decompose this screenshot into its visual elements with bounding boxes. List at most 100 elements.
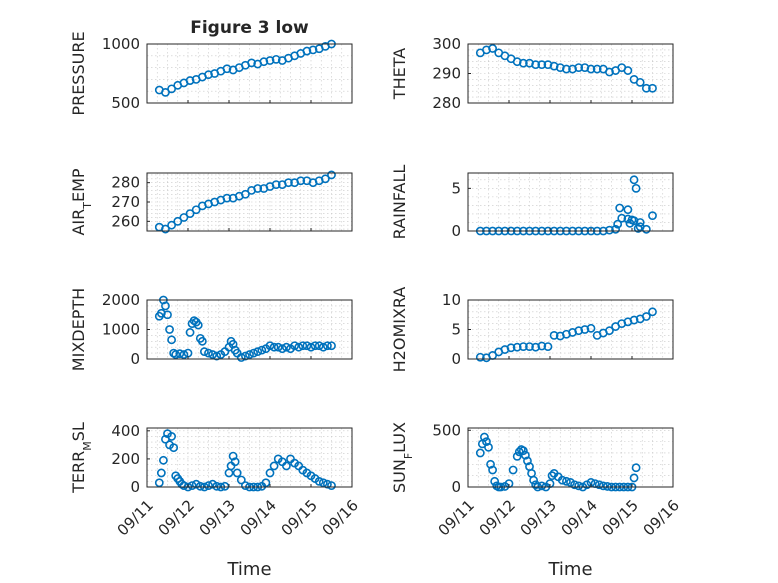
axes-frame — [146, 427, 353, 488]
data-point — [185, 328, 195, 337]
y-tick-label: 0 — [451, 350, 461, 368]
data-point — [531, 60, 541, 70]
chart-title: Figure 3 low — [190, 18, 309, 38]
x-tick-label: 09/15 — [278, 496, 321, 539]
y-tick-label: 500 — [432, 421, 461, 439]
data-point — [169, 443, 179, 453]
y-tick-label: 0 — [451, 478, 461, 496]
data-point — [531, 480, 541, 490]
data-point — [562, 64, 571, 74]
data-point — [629, 175, 639, 185]
data-point — [212, 481, 222, 491]
y-axis-label: TERRMSL — [69, 422, 94, 494]
x-tick-label: 09/12 — [476, 496, 519, 539]
data-point — [648, 83, 657, 93]
data-point — [277, 344, 287, 354]
data-point — [318, 478, 328, 488]
data-point — [257, 345, 267, 355]
data-point — [543, 342, 553, 352]
data-point — [314, 341, 324, 351]
data-point — [245, 350, 254, 359]
data-point — [167, 335, 176, 345]
data-point — [179, 350, 189, 359]
y-tick-label: 280 — [111, 174, 140, 192]
data-point — [302, 46, 312, 56]
data-point — [322, 341, 332, 351]
data-point — [179, 213, 189, 222]
x-tick-label: 09/14 — [237, 496, 280, 539]
data-point — [586, 323, 596, 333]
data-point — [290, 341, 299, 351]
data-point — [169, 348, 179, 358]
data-point — [175, 349, 185, 359]
y-tick-label: 200 — [111, 450, 140, 468]
data-point — [641, 83, 651, 93]
data-point — [648, 307, 657, 317]
data-point — [232, 468, 242, 478]
data-point — [230, 457, 240, 467]
data-point — [222, 64, 232, 74]
data-point — [204, 348, 213, 358]
y-axis-label: SUNFLUX — [390, 422, 415, 493]
y-tick-label: 0 — [451, 222, 461, 240]
x-tick-label: 09/13 — [196, 496, 239, 539]
data-point — [562, 476, 571, 486]
subplot-rainfall: 0 5 RAINFALL — [390, 165, 674, 240]
y-tick-label: 260 — [111, 212, 140, 230]
data-point — [204, 481, 213, 490]
x-tick-label: 09/15 — [599, 496, 642, 539]
x-axis-label: Time — [226, 559, 271, 580]
data-point — [594, 480, 604, 490]
data-point — [479, 432, 489, 442]
data-point — [204, 70, 213, 80]
data-point — [271, 54, 281, 64]
data-point — [308, 45, 318, 55]
data-point — [240, 481, 250, 490]
y-axis-label: AIRTEMP — [69, 168, 94, 235]
x-tick-label: 09/16 — [640, 496, 683, 539]
data-point — [586, 64, 596, 74]
data-point — [318, 342, 328, 352]
data-point — [570, 480, 579, 490]
data-point — [320, 174, 330, 184]
data-point — [191, 205, 201, 215]
data-point — [623, 205, 633, 215]
data-point — [158, 455, 168, 465]
subplot-h2omixra: 0 5 10 H2OMIXRA — [390, 287, 674, 372]
y-tick-label: 1000 — [102, 321, 140, 339]
y-tick-label: 500 — [111, 94, 140, 112]
data-point — [631, 183, 641, 193]
axes-frame — [146, 43, 353, 104]
data-point — [512, 342, 522, 352]
data-point — [598, 481, 608, 491]
data-point — [475, 352, 485, 362]
data-point — [269, 461, 279, 471]
data-point — [163, 310, 172, 320]
data-point — [525, 342, 534, 352]
data-point — [156, 468, 166, 478]
data-point — [154, 478, 164, 488]
data-point — [627, 215, 637, 225]
data-point — [322, 479, 332, 489]
subplot-pressure: 500 1000 PRESSURE Figure 3 low — [69, 18, 353, 116]
data-point — [557, 475, 567, 485]
data-point — [253, 184, 263, 193]
data-point — [631, 463, 641, 473]
data-point — [574, 63, 584, 72]
axes-frame — [467, 172, 674, 232]
data-point — [236, 475, 246, 485]
data-point — [310, 341, 320, 351]
data-point — [167, 432, 176, 441]
data-point — [281, 461, 291, 471]
data-point — [605, 225, 614, 235]
data-point — [220, 481, 230, 491]
data-point — [531, 342, 541, 352]
data-point — [518, 446, 528, 456]
data-point — [247, 58, 256, 68]
y-tick-label: 5 — [451, 179, 461, 197]
data-point — [179, 481, 189, 490]
